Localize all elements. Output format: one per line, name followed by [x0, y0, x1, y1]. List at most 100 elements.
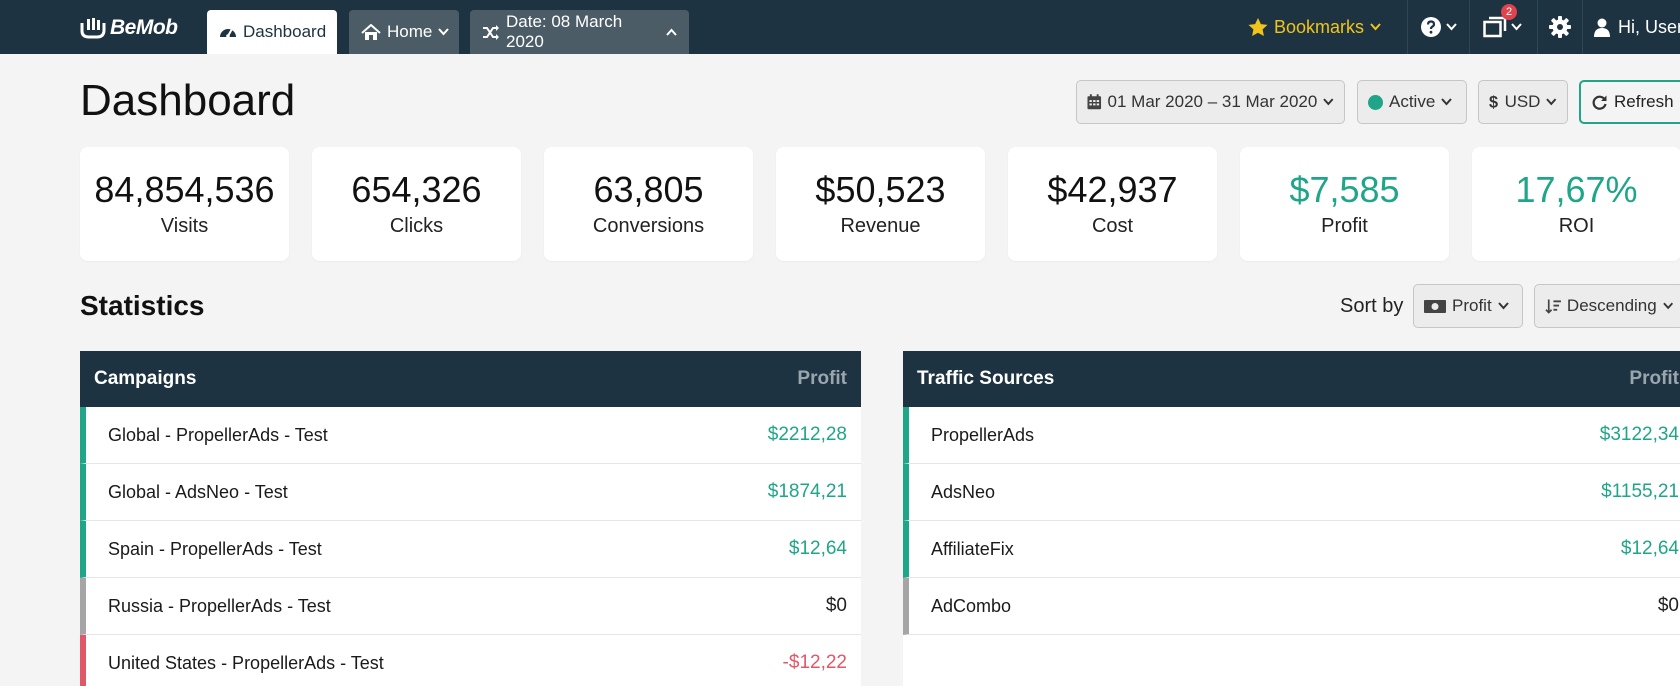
sort-descending-icon — [1545, 298, 1561, 314]
campaign-name: Russia - PropellerAds - Test — [108, 595, 331, 616]
kpi-value: 63,805 — [593, 169, 704, 210]
status-value: Active — [1389, 92, 1436, 111]
traffic-source-profit: $0 — [1657, 595, 1679, 616]
page-title: Dashboard — [80, 76, 296, 125]
campaign-name: Spain - PropellerAds - Test — [108, 538, 322, 559]
traffic-source-name: AffiliateFix — [931, 538, 1014, 559]
kpi-card-conversions: 63,805 Conversions — [544, 147, 753, 261]
traffic-source-row[interactable]: AdCombo $0 — [903, 578, 1680, 635]
tab-home[interactable]: Home — [349, 10, 459, 54]
kpi-label: Clicks — [389, 215, 444, 237]
campaign-profit: $1874,21 — [767, 481, 847, 502]
chevron-down-icon — [1511, 23, 1522, 31]
refresh-label: Refresh — [1614, 92, 1674, 111]
date-range-value: 01 Mar 2020 – 31 Mar 2020 — [1107, 92, 1318, 111]
money-icon — [1424, 299, 1446, 313]
user-menu[interactable]: Hi, User — [1594, 0, 1680, 54]
campaign-row[interactable]: United States - PropellerAds - Test -$12… — [80, 635, 861, 686]
question-icon — [1421, 17, 1441, 37]
kpi-label: ROI — [1558, 215, 1595, 237]
sort-field-value: Profit — [1452, 296, 1492, 315]
campaign-profit: $2212,28 — [767, 424, 847, 445]
tab-home-label: Home — [387, 22, 433, 41]
traffic-sources-header: Traffic Sources Profit — [903, 351, 1680, 407]
divider — [1407, 0, 1408, 54]
kpi-card-visits: 84,854,536 Visits — [80, 147, 289, 261]
chevron-up-icon — [666, 28, 677, 36]
sort-order-selector[interactable]: Descending — [1534, 284, 1680, 328]
campaign-profit: $0 — [825, 595, 847, 616]
traffic-source-row[interactable]: PropellerAds $3122,34 — [903, 407, 1680, 464]
campaign-row[interactable]: Global - AdsNeo - Test $1874,21 — [80, 464, 861, 521]
tab-dashboard-label: Dashboard — [243, 22, 327, 41]
dollar-icon: $ — [1489, 94, 1498, 111]
chevron-down-icon — [1323, 98, 1334, 106]
campaigns-metric-header[interactable]: Profit — [797, 368, 847, 389]
kpi-value: 654,326 — [351, 169, 482, 210]
traffic-source-name: PropellerAds — [931, 424, 1035, 445]
divider — [1582, 0, 1583, 54]
help-menu[interactable] — [1420, 0, 1457, 54]
notifications-menu[interactable]: 2 — [1483, 0, 1522, 54]
tab-dashboard[interactable]: Dashboard — [207, 10, 337, 54]
kpi-value: 17,67% — [1515, 169, 1638, 210]
campaigns-title: Campaigns — [94, 368, 197, 389]
campaign-name: United States - PropellerAds - Test — [108, 652, 384, 673]
refresh-icon — [1592, 95, 1607, 110]
sort-by-label: Sort by — [1340, 295, 1404, 317]
campaign-name: Global - AdsNeo - Test — [108, 481, 288, 502]
tab-date[interactable]: Date: 08 March 2020 — [470, 10, 689, 54]
user-greeting: Hi, User — [1618, 16, 1680, 37]
traffic-sources-metric-header[interactable]: Profit — [1629, 368, 1679, 389]
traffic-source-profit: $1155,21 — [1601, 481, 1679, 502]
statistics-title: Statistics — [80, 290, 205, 321]
logo-text: BeMob — [110, 16, 178, 39]
kpi-label: Profit — [1321, 215, 1368, 237]
campaign-row[interactable]: Spain - PropellerAds - Test $12,64 — [80, 521, 861, 578]
chevron-down-icon — [1441, 98, 1453, 106]
kpi-card-clicks: 654,326 Clicks — [312, 147, 521, 261]
logo-hand-icon — [80, 18, 106, 39]
bookmarks-label: Bookmarks — [1274, 16, 1365, 37]
active-status-dot — [1368, 94, 1383, 110]
sort-field-selector[interactable]: Profit — [1413, 284, 1523, 328]
divider — [1469, 0, 1470, 54]
campaign-row[interactable]: Russia - PropellerAds - Test $0 — [80, 578, 861, 635]
bookmarks-menu[interactable]: Bookmarks — [1248, 0, 1381, 54]
kpi-card-revenue: $50,523 Revenue — [776, 147, 985, 261]
traffic-sources-title: Traffic Sources — [917, 368, 1055, 389]
home-icon — [361, 23, 381, 40]
traffic-sources-panel: Traffic Sources Profit PropellerAds $312… — [903, 351, 1680, 686]
campaign-profit: $12,64 — [788, 538, 847, 559]
campaign-profit: -$12,22 — [782, 652, 847, 673]
chevron-down-icon — [1370, 23, 1381, 31]
settings-button[interactable] — [1549, 0, 1571, 54]
traffic-source-name: AdCombo — [931, 595, 1012, 616]
traffic-source-name: AdsNeo — [931, 481, 996, 502]
refresh-button[interactable]: Refresh — [1579, 80, 1680, 124]
campaigns-header: Campaigns Profit — [80, 351, 861, 407]
chevron-down-icon — [438, 28, 450, 36]
traffic-source-row[interactable]: AffiliateFix $12,64 — [903, 521, 1680, 578]
kpi-value: $7,585 — [1289, 169, 1400, 210]
bemob-logo[interactable]: BeMob — [80, 16, 178, 40]
currency-selector[interactable]: $ USD — [1478, 80, 1568, 124]
campaigns-panel: Campaigns Profit Global - PropellerAds -… — [80, 351, 861, 686]
chevron-down-icon — [1662, 302, 1673, 310]
svg-text:$: $ — [1489, 94, 1498, 111]
gauge-icon — [220, 28, 236, 38]
calendar-icon — [1087, 94, 1102, 110]
star-icon — [1248, 17, 1268, 36]
traffic-source-row[interactable]: AdsNeo $1155,21 — [903, 464, 1680, 521]
kpi-value: 84,854,536 — [94, 169, 275, 210]
kpi-card-cost: $42,937 Cost — [1008, 147, 1217, 261]
date-range-picker[interactable]: 01 Mar 2020 – 31 Mar 2020 — [1076, 80, 1345, 124]
status-filter[interactable]: Active — [1357, 80, 1467, 124]
user-icon — [1594, 18, 1610, 37]
campaign-row[interactable]: Global - PropellerAds - Test $2212,28 — [80, 407, 861, 464]
kpi-label: Visits — [160, 215, 209, 237]
kpi-label: Revenue — [840, 215, 921, 237]
notification-badge: 2 — [1501, 4, 1517, 20]
chevron-down-icon — [1446, 23, 1457, 31]
traffic-source-profit: $3122,34 — [1599, 424, 1679, 445]
